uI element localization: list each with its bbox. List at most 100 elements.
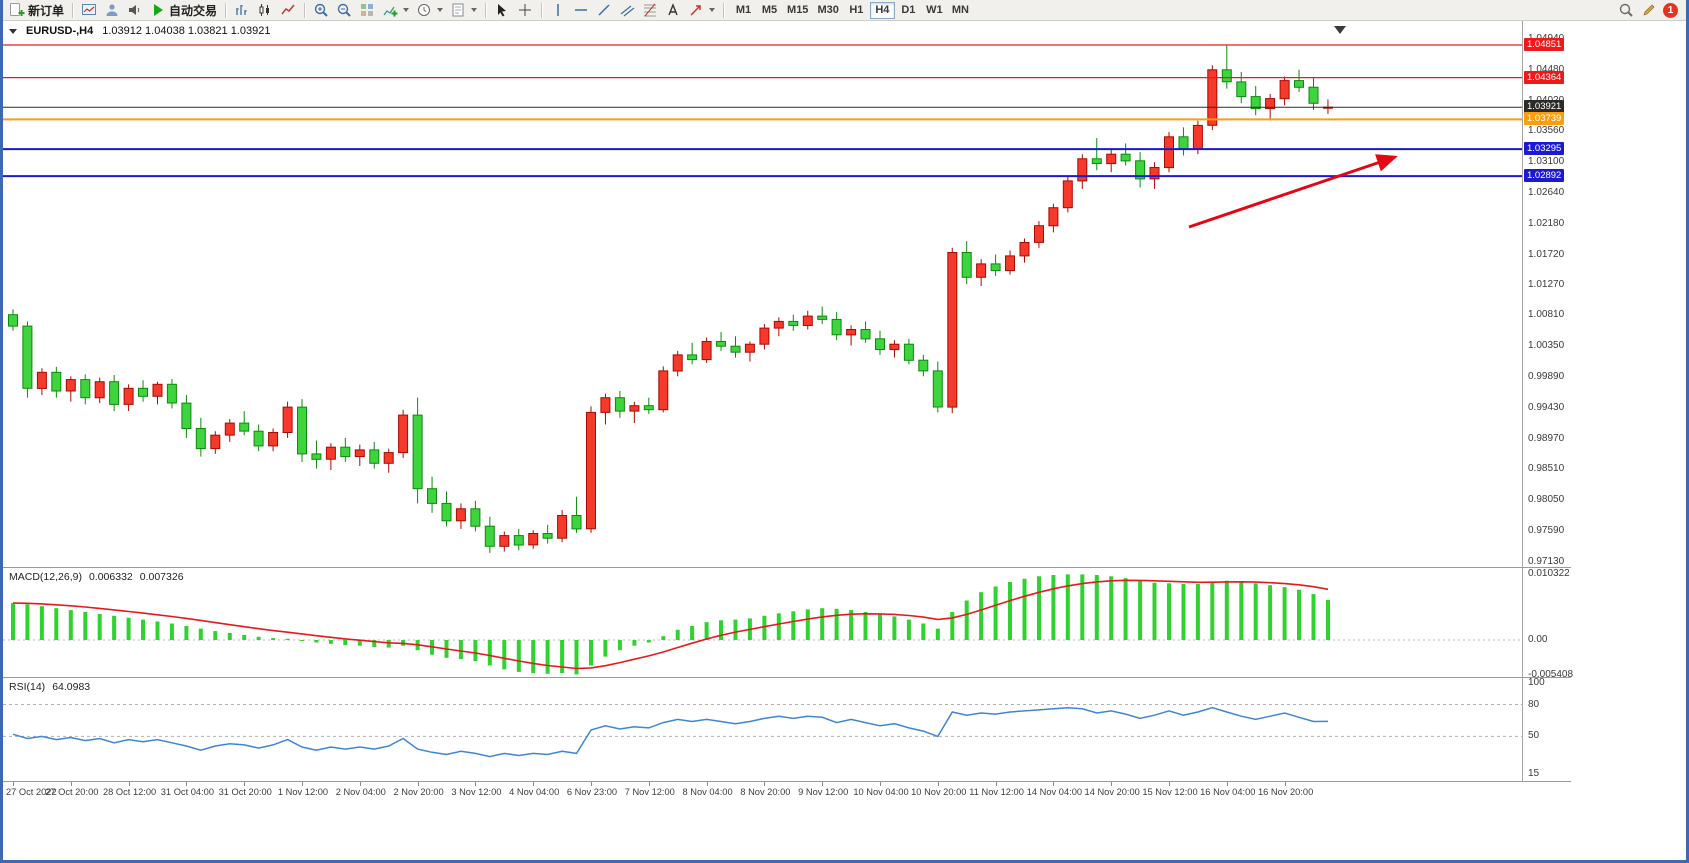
rsi-chart[interactable] xyxy=(3,678,1522,781)
rsi-axis-label: 100 xyxy=(1528,677,1545,689)
bar-chart-button[interactable] xyxy=(231,1,253,20)
time-axis-label: 28 Oct 12:00 xyxy=(102,787,157,797)
vertical-line-icon xyxy=(557,4,559,16)
chart-collapse-arrow[interactable] xyxy=(9,28,17,34)
new-order-label: 新订单 xyxy=(28,3,65,18)
price-axis-label: 0.99890 xyxy=(1528,370,1565,382)
cursor-button[interactable] xyxy=(491,1,513,20)
speaker-icon xyxy=(129,5,140,15)
tile-windows-button[interactable] xyxy=(356,1,378,20)
indicators-button[interactable] xyxy=(379,1,412,20)
time-axis-label: 8 Nov 04:00 xyxy=(682,787,733,797)
rsi-axis[interactable]: 100 80 50 15 xyxy=(1522,677,1571,781)
candlestick-chart[interactable] xyxy=(3,21,1522,567)
vertical-line-button[interactable] xyxy=(547,1,569,20)
price-level-badge: 1.03921 xyxy=(1524,100,1565,114)
timeframe-button-w1[interactable]: W1 xyxy=(922,2,947,19)
time-tick xyxy=(1226,782,1228,786)
price-axis-label: 1.03100 xyxy=(1528,156,1565,168)
dropdown-caret xyxy=(403,8,410,12)
timeframe-button-d1[interactable]: D1 xyxy=(896,2,921,19)
chart-shift-marker[interactable] xyxy=(1334,26,1346,34)
text-tool-button[interactable] xyxy=(662,1,684,20)
time-axis-label: 8 Nov 20:00 xyxy=(740,787,791,797)
price-axis-label: 1.04480 xyxy=(1528,63,1565,75)
edit-button[interactable] xyxy=(1638,1,1660,20)
play-icon xyxy=(154,4,164,16)
crosshair-icon xyxy=(519,4,532,16)
time-axis-label: 6 Nov 23:00 xyxy=(566,787,618,797)
notification-badge[interactable]: 1 xyxy=(1663,2,1678,18)
time-tick xyxy=(880,782,881,786)
window-border-bottom xyxy=(0,860,1689,863)
time-axis-label: 10 Nov 04:00 xyxy=(853,787,909,797)
trend-arrow-annotation[interactable] xyxy=(1188,154,1398,229)
macd-axis-label: -0.005408 xyxy=(1528,668,1574,680)
price-axis[interactable]: 1.049401.044801.040201.035601.031001.026… xyxy=(1522,21,1571,567)
time-tick xyxy=(475,782,477,786)
timeframe-button-m15[interactable]: M15 xyxy=(783,2,812,19)
cursor-icon xyxy=(498,4,507,17)
zoom-out-button[interactable] xyxy=(333,1,355,20)
horizontal-line-button[interactable] xyxy=(570,1,592,20)
timeframe-button-m5[interactable]: M5 xyxy=(757,2,782,19)
price-axis-label: 0.99430 xyxy=(1528,401,1565,413)
new-order-button[interactable]: 新订单 xyxy=(6,1,67,20)
timeframe-button-m30[interactable]: M30 xyxy=(813,2,842,19)
candle-chart-button[interactable] xyxy=(254,1,276,20)
timeframe-button-mn[interactable]: MN xyxy=(948,2,973,19)
fibonacci-button[interactable] xyxy=(639,1,661,20)
macd-panel[interactable]: MACD(12,26,9) 0.006332 0.007326 0.010322… xyxy=(3,567,1574,680)
time-tick xyxy=(937,782,939,786)
toolbar-separator xyxy=(72,2,74,18)
time-axis-label: 2 Nov 20:00 xyxy=(393,787,444,797)
arrow-tool-icon xyxy=(690,5,701,16)
time-axis[interactable]: 27 Oct 2022 27 Oct 20:00 28 Oct 12:00 31 Oc… xyxy=(3,781,1571,801)
window-border-right xyxy=(1686,0,1689,863)
price-axis-label: 1.04020 xyxy=(1528,95,1564,106)
zoom-out-icon xyxy=(337,3,351,17)
time-tick xyxy=(1284,782,1286,786)
channel-button[interactable] xyxy=(616,1,638,20)
toolbar-separator xyxy=(541,2,543,18)
crosshair-button[interactable] xyxy=(514,1,536,20)
timeframe-button-m1[interactable]: M1 xyxy=(731,2,756,19)
rsi-axis-label: 50 xyxy=(1528,730,1540,742)
arrows-tool-button[interactable] xyxy=(685,1,718,20)
templates-button[interactable] xyxy=(447,1,480,20)
rsi-panel[interactable]: RSI(14) 64.0983 100 80 50 15 xyxy=(3,677,1571,781)
time-axis-label: 3 Nov 12:00 xyxy=(451,787,502,797)
auto-trading-button[interactable]: 自动交易 xyxy=(147,1,220,20)
time-tick xyxy=(1111,782,1113,786)
zoom-in-button[interactable] xyxy=(310,1,332,20)
time-axis-label: 16 Nov 20:00 xyxy=(1257,787,1314,797)
search-button[interactable] xyxy=(1615,1,1637,20)
zoom-in-icon xyxy=(314,3,328,17)
time-tick xyxy=(359,782,361,786)
timeframe-toolbar: M1 M5 M15 M30 H1 H4 D1 W1 MN xyxy=(731,1,973,19)
time-tick xyxy=(648,782,650,786)
time-tick xyxy=(70,782,72,786)
price-chart-panel[interactable]: EURUSD-,H4 1.03912 1.04038 1.03821 1.039… xyxy=(3,21,1571,567)
time-tick xyxy=(533,782,535,786)
profile-icon xyxy=(106,4,118,16)
trendline-button[interactable] xyxy=(593,1,615,20)
line-chart-button[interactable] xyxy=(277,1,299,20)
profiles-button[interactable] xyxy=(101,1,123,20)
macd-chart[interactable] xyxy=(3,568,1522,677)
main-toolbar: 新订单 自动交易 xyxy=(3,0,1686,21)
macd-axis-label: 0.00 xyxy=(1528,634,1548,646)
rsi-name-label: RSI(14) xyxy=(9,681,46,693)
new-chart-button[interactable] xyxy=(78,1,100,20)
price-axis-label: 1.01720 xyxy=(1528,248,1565,260)
macd-axis[interactable]: 0.010322 0.00 -0.005408 xyxy=(1522,568,1574,680)
periods-button[interactable] xyxy=(413,1,446,20)
time-tick xyxy=(995,782,997,786)
auto-trading-label: 自动交易 xyxy=(169,3,218,18)
chart-symbol-label: EURUSD-,H4 xyxy=(26,25,94,37)
alerts-button[interactable] xyxy=(124,1,146,20)
timeframe-button-h1[interactable]: H1 xyxy=(844,2,869,19)
timeframe-button-h4[interactable]: H4 xyxy=(869,1,895,19)
time-axis-label: 27 Oct 2022 xyxy=(6,787,57,797)
time-axis-label: 10 Nov 20:00 xyxy=(911,787,967,797)
